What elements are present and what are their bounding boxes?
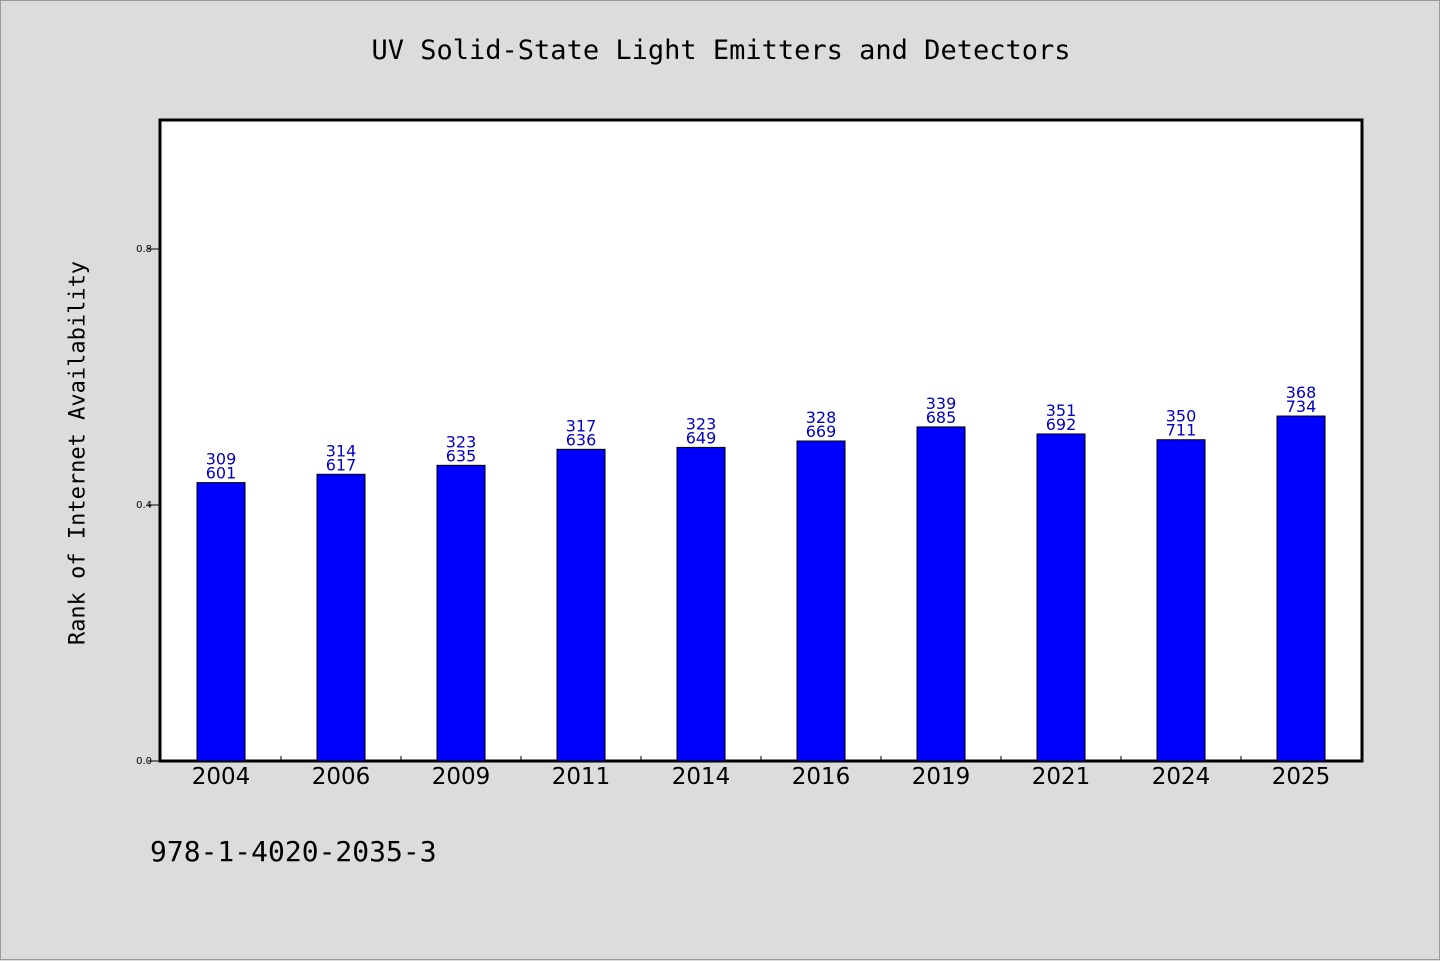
chart-title: UV Solid-State Light Emitters and Detect… — [371, 35, 1071, 66]
bar-value-label-2004-2: 601 — [206, 464, 237, 483]
bar-2024 — [1156, 439, 1206, 762]
x-tick-label-2021: 2021 — [1032, 764, 1091, 790]
bar-value-label-2004-1: 309 — [206, 450, 237, 469]
bar-value-label-2014-2: 649 — [686, 428, 717, 447]
bar-value-label-2021-1: 351 — [1046, 401, 1077, 420]
bar-value-label-2021-2: 692 — [1046, 415, 1077, 434]
bar-2009 — [436, 464, 486, 762]
bar-value-label-2011-1: 317 — [566, 416, 597, 435]
bar-value-label-2025-1: 368 — [1286, 383, 1317, 402]
y-axis: 0.0 0.4 0.8 — [136, 244, 161, 767]
footer-isbn: 978-1-4020-2035-3 — [150, 835, 437, 868]
x-tick-label-2024: 2024 — [1152, 764, 1211, 790]
bar-2025 — [1276, 415, 1326, 762]
x-tick-label-2014: 2014 — [672, 764, 731, 790]
bar-value-label-2009-1: 323 — [446, 432, 477, 451]
x-tick-label-2006: 2006 — [312, 764, 371, 790]
bar-value-label-2009-2: 635 — [446, 446, 477, 465]
bar-value-label-2006-2: 617 — [326, 455, 357, 474]
bar-value-label-2006-1: 314 — [326, 441, 357, 460]
bar-value-label-2014-1: 323 — [686, 414, 717, 433]
x-tick-label-2019: 2019 — [912, 764, 971, 790]
y-tick-label-0.8: 0.8 — [136, 244, 152, 255]
bar-2014 — [676, 446, 726, 762]
bar-2006 — [316, 473, 366, 762]
bar-value-label-2011-2: 636 — [566, 430, 597, 449]
x-tick-label-2016: 2016 — [792, 764, 851, 790]
bar-value-label-2019-2: 685 — [926, 408, 957, 427]
x-tick-label-2009: 2009 — [432, 764, 491, 790]
bar-2019 — [916, 426, 966, 762]
bar-value-label-2024-2: 711 — [1166, 421, 1197, 440]
labels-layer: 3096013146173236353176363236493286693396… — [206, 383, 1317, 483]
bar-2004 — [196, 482, 246, 762]
bar-value-label-2016-2: 669 — [806, 422, 837, 441]
bar-value-label-2016-1: 328 — [806, 408, 837, 427]
bar-value-label-2019-1: 339 — [926, 394, 957, 413]
bar-2011 — [556, 448, 606, 762]
y-tick-label-0.0: 0.0 — [136, 756, 152, 767]
x-axis: 2004 2006 2009 2011 2014 2016 2019 2021 2024 2025 — [192, 756, 1331, 790]
bar-value-label-2024-1: 350 — [1166, 407, 1197, 426]
bars-layer — [196, 415, 1326, 762]
bar-2016 — [796, 440, 846, 762]
x-tick-label-2011: 2011 — [552, 764, 611, 790]
bar-value-label-2025-2: 734 — [1286, 397, 1317, 416]
y-tick-label-0.4: 0.4 — [136, 500, 152, 511]
x-tick-label-2004: 2004 — [192, 764, 251, 790]
x-tick-label-2025: 2025 — [1272, 764, 1331, 790]
bar-2021 — [1036, 433, 1086, 762]
